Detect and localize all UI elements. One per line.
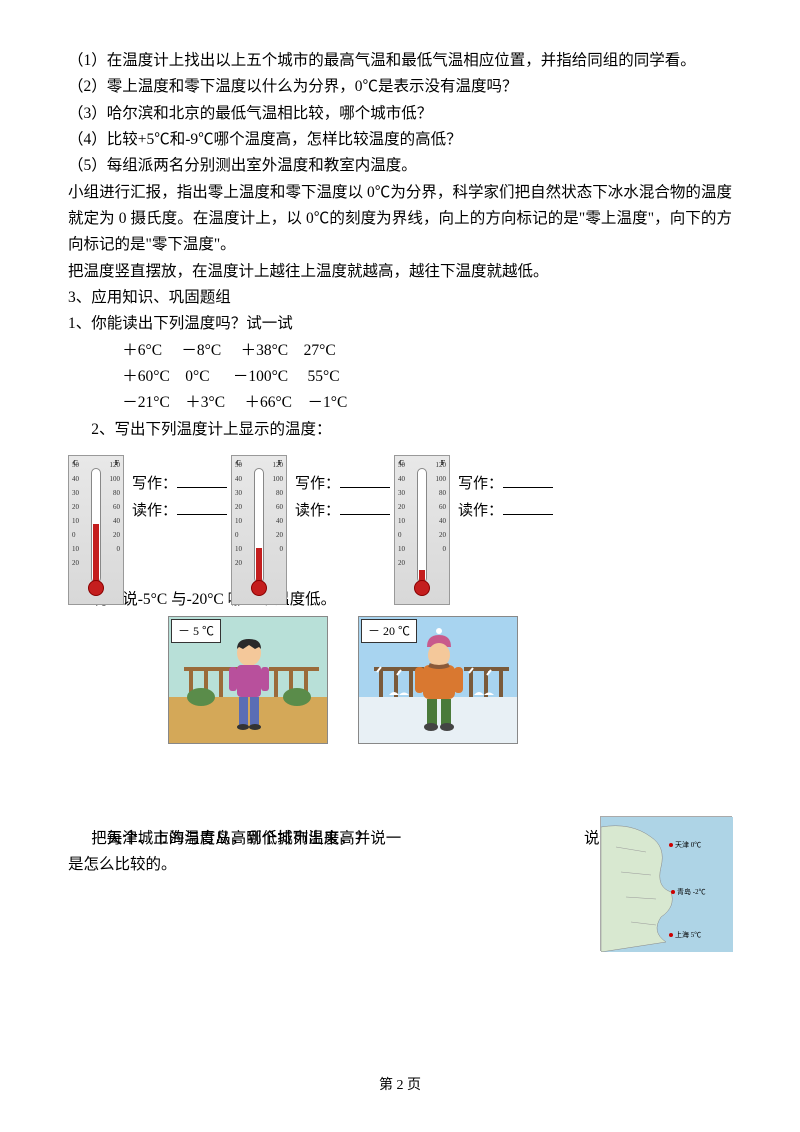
thermo-liquid-2 [256, 548, 262, 584]
temp-banner-1: － 5 ℃ [171, 619, 221, 643]
question-4: （4）比较+5℃和-9℃哪个温度高，怎样比较温度的高低？ [68, 127, 732, 153]
thermometer-1: C F 504030201001020 120100806040200 [68, 455, 124, 605]
page-footer: 第 2 页 [0, 1074, 800, 1098]
child-image-2: － 20 ℃ [358, 616, 518, 744]
thermometer-3: C F 504030201001020 120100806040200 [394, 455, 450, 605]
problem-2-title: 2、写出下列温度计上显示的温度： [68, 417, 732, 443]
write-blank-2[interactable] [340, 473, 390, 488]
explanation-1: 小组进行汇报，指出零上温度和零下温度以 0℃为分界，科学家们把自然状态下冰水混合… [68, 180, 732, 259]
temp-row-2: ＋60°C 0°C －100°C 55°C [68, 364, 732, 390]
question-3: （3）哈尔滨和北京的最低气温相比较，哪个城市低？ [68, 101, 732, 127]
svg-text:天津 0℃: 天津 0℃ [675, 841, 701, 849]
svg-text:上海 5℃: 上海 5℃ [675, 930, 701, 939]
temp-banner-2: － 20 ℃ [361, 619, 417, 643]
problem-1-title: 1、你能读出下列温度吗？试一试 [68, 311, 732, 337]
write-blank-3[interactable] [503, 473, 553, 488]
temp-row-3: －21°C ＋3°C ＋66°C －1°C [68, 390, 732, 416]
child-image-1: － 5 ℃ [168, 616, 328, 744]
write-blank-1[interactable] [177, 473, 227, 488]
svg-text:青岛 -2℃: 青岛 -2℃ [677, 887, 706, 896]
problem-4-block: 天津、上海与青岛，哪个城市温度高？ 把每个城市的温度从高到低排列出来，并说一 说… [68, 826, 732, 879]
question-2: （2）零上温度和零下温度以什么为分界，0℃是表示没有温度吗？ [68, 74, 732, 100]
read-blank-3[interactable] [503, 500, 553, 515]
read-label: 读作： [132, 503, 177, 519]
temp-row-1: ＋6°C －8°C ＋38°C 27°C [68, 338, 732, 364]
section-3-title: 3、应用知识、巩固题组 [68, 285, 732, 311]
compare-section: － 5 ℃ － 20 ℃ [168, 616, 732, 744]
thermo-left-scale: 504030201001020 [72, 462, 79, 574]
question-1: （1）在温度计上找出以上五个城市的最高气温和最低气温相应位置，并指给同组的同学看… [68, 48, 732, 74]
thermometer-group-1: C F 504030201001020 120100806040200 写作： … [68, 455, 227, 605]
thermometer-section: C F 504030201001020 120100806040200 写作： … [68, 455, 732, 605]
read-blank-1[interactable] [177, 500, 227, 515]
thermometer-2: C F 504030201001020 120100806040200 [231, 455, 287, 605]
question-5: （5）每组派两名分别测出室外温度和教室内温度。 [68, 153, 732, 179]
thermometer-group-3: C F 504030201001020 120100806040200 写作： … [394, 455, 553, 605]
thermo-right-scale: 120100806040200 [110, 462, 121, 560]
read-blank-2[interactable] [340, 500, 390, 515]
thermometer-group-2: C F 504030201001020 120100806040200 写作： … [231, 455, 390, 605]
city-map: 天津 0℃ 青岛 -2℃ 上海 5℃ [600, 816, 732, 951]
explanation-2: 把温度竖直摆放，在温度计上越往上温度就越高，越往下温度就越低。 [68, 259, 732, 285]
write-label: 写作： [132, 476, 177, 492]
thermo-liquid-1 [93, 524, 99, 584]
